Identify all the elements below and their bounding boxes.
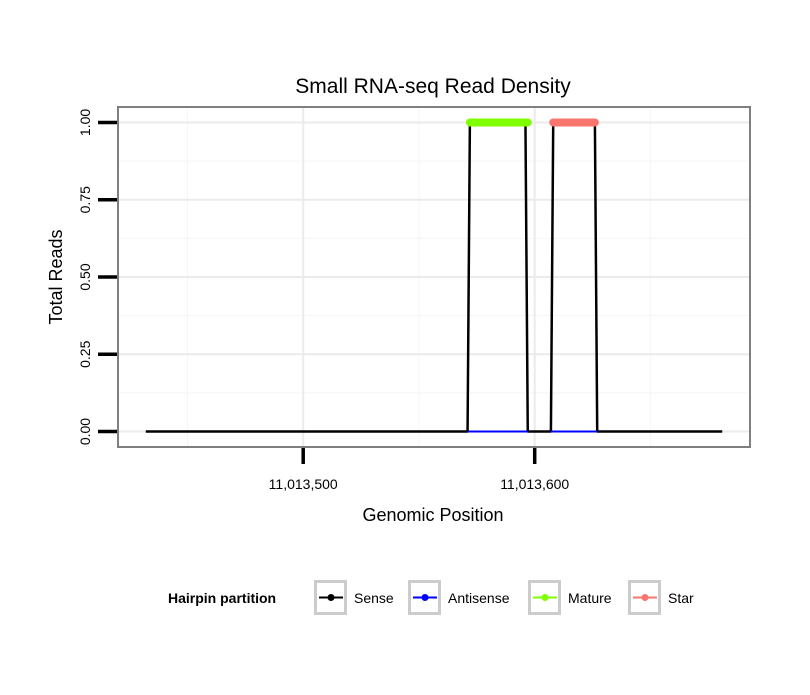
x-tick-label: 11,013,500 xyxy=(269,476,338,492)
legend-label: Sense xyxy=(354,590,394,606)
legend-label: Antisense xyxy=(448,590,510,606)
y-tick-label: 0.25 xyxy=(77,340,93,367)
legend-item-sense: Sense xyxy=(314,580,394,615)
legend-item-antisense: Antisense xyxy=(408,580,510,615)
y-tick-label: 0.75 xyxy=(77,186,93,213)
legend-title: Hairpin partition xyxy=(168,590,276,606)
legend-key-point xyxy=(327,594,335,601)
legend-key-point xyxy=(641,594,649,601)
y-tick-label: 0.50 xyxy=(77,263,93,290)
legend-key-point xyxy=(421,594,429,601)
legend-item-star: Star xyxy=(628,580,694,615)
y-axis-label: Total Reads xyxy=(46,229,66,324)
legend-label: Mature xyxy=(568,590,612,606)
series-sense-line xyxy=(145,121,723,433)
y-tick-label: 0.00 xyxy=(77,418,93,445)
legend-key-point xyxy=(541,594,549,601)
x-axis-label: Genomic Position xyxy=(362,505,503,525)
x-tick-label: 11,013,600 xyxy=(500,476,569,492)
y-tick-label: 1.00 xyxy=(77,109,93,136)
legend: Hairpin partition Sense Antisense Mature St… xyxy=(168,580,694,615)
plot-border xyxy=(117,106,751,448)
legend-item-mature: Mature xyxy=(528,580,612,615)
chart-title: Small RNA-seq Read Density xyxy=(295,75,571,98)
legend-label: Star xyxy=(668,590,694,606)
